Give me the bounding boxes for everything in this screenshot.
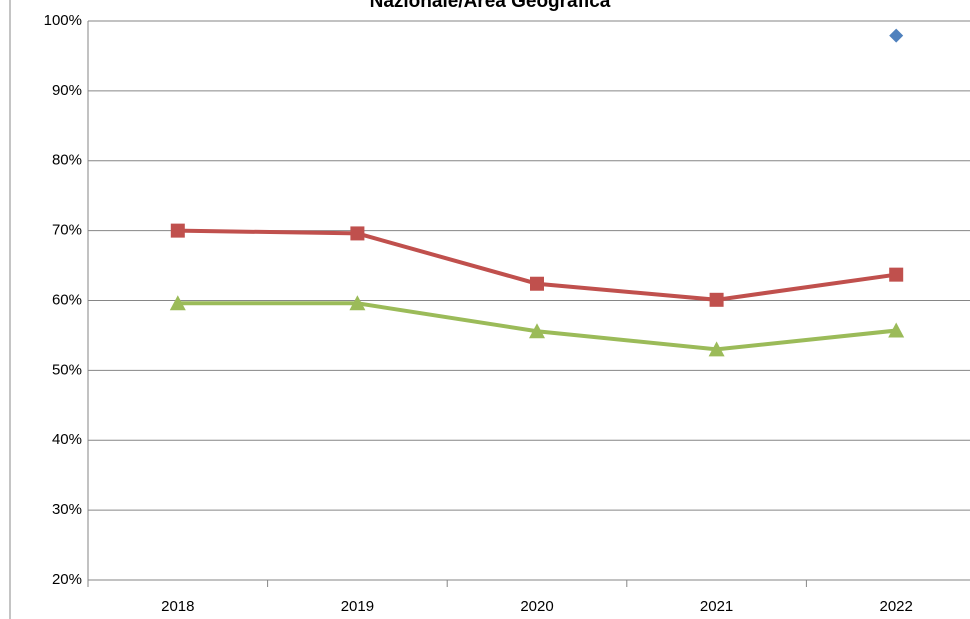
data-point	[889, 28, 904, 43]
data-point	[350, 226, 365, 241]
data-point	[708, 341, 725, 357]
data-point	[349, 295, 366, 311]
y-tick-label: 60%	[52, 291, 82, 308]
data-point	[530, 276, 544, 291]
y-tick-label: 80%	[52, 152, 82, 169]
y-tick-label: 30%	[52, 501, 82, 518]
x-tick-label: 2020	[520, 598, 553, 615]
data-point	[169, 295, 186, 311]
x-tick-label: 2019	[341, 598, 374, 615]
y-tick-label: 40%	[52, 431, 82, 448]
chart-title: Nazionale/Area Geografica	[370, 0, 611, 12]
data-point	[889, 267, 904, 282]
x-tick-label: 2018	[161, 598, 194, 615]
y-tick-label: 70%	[52, 222, 82, 239]
x-tick-label: 2022	[880, 598, 913, 615]
y-tick-label: 100%	[44, 12, 82, 29]
data-point	[888, 322, 905, 338]
y-tick-label: 90%	[52, 82, 82, 99]
data-point	[529, 323, 545, 339]
data-point	[170, 223, 185, 238]
x-tick-label: 2021	[700, 598, 733, 615]
data-point	[709, 292, 724, 307]
y-tick-label: 50%	[52, 361, 82, 378]
y-tick-label: 20%	[52, 571, 82, 588]
